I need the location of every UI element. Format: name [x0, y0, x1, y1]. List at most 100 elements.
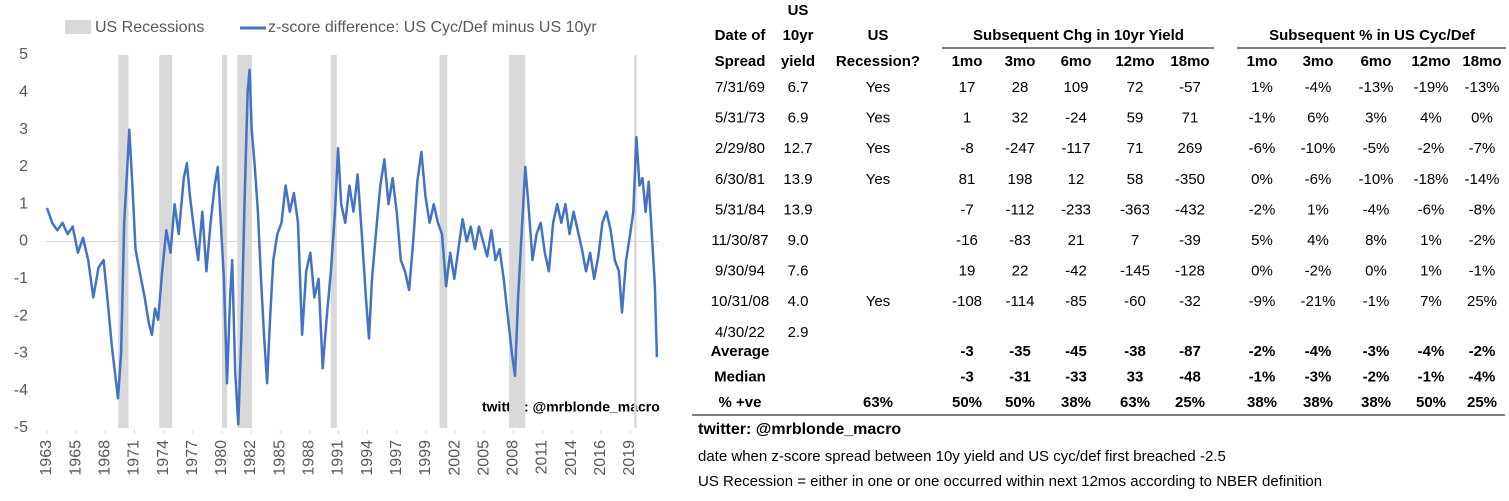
- table-cell: 5/31/84: [715, 201, 765, 218]
- subcolumn-header: 12mo: [1411, 53, 1450, 70]
- y-tick-label: -5: [14, 419, 28, 436]
- table-cell: Median: [714, 368, 766, 385]
- table-cell: 38%: [1303, 394, 1333, 411]
- table-cell: 71: [1127, 140, 1144, 157]
- table-cell: -10%: [1358, 171, 1393, 188]
- table-cell: -13%: [1464, 79, 1499, 96]
- table-cell: -83: [1009, 232, 1031, 249]
- x-tick-label: 2014: [563, 440, 580, 476]
- column-header: 10yr: [783, 27, 814, 44]
- x-tick-label: 2016: [592, 440, 609, 476]
- table-cell: 22: [1012, 263, 1029, 280]
- table-cell: 0%: [1471, 110, 1493, 127]
- subcolumn-header: 6mo: [1361, 53, 1392, 70]
- subcolumn-header: 1mo: [1247, 53, 1278, 70]
- group-header: Subsequent Chg in 10yr Yield: [973, 27, 1184, 44]
- table-cell: 4/30/22: [715, 324, 765, 341]
- column-header: Spread: [715, 53, 766, 70]
- table-cell: 50%: [952, 394, 982, 411]
- table-cell: 6.9: [788, 110, 809, 127]
- table-cell: 6%: [1307, 110, 1329, 127]
- table-cell: 0%: [1251, 171, 1273, 188]
- table-cell: -18%: [1413, 171, 1448, 188]
- table-cell: -7%: [1469, 140, 1496, 157]
- x-tick-label: 1994: [359, 440, 376, 476]
- group-header: Subsequent % in US Cyc/Def: [1269, 27, 1476, 44]
- x-tick-label: 1997: [388, 440, 405, 476]
- table-cell: Yes: [866, 79, 890, 96]
- y-tick-label: 3: [19, 121, 28, 138]
- x-tick-label: 1974: [155, 440, 172, 476]
- y-tick-label: 0: [19, 233, 28, 250]
- table-cell: 5/31/73: [715, 110, 765, 127]
- table-cell: 1%: [1251, 79, 1273, 96]
- table-cell: 13.9: [783, 201, 812, 218]
- table-cell: 2.9: [788, 324, 809, 341]
- legend-label: z-score difference: US Cyc/Def minus US …: [268, 19, 597, 36]
- table-cell: -363: [1120, 201, 1150, 218]
- table-cell: 12.7: [783, 140, 812, 157]
- table-cell: 269: [1177, 140, 1202, 157]
- x-tick-label: 1977: [184, 440, 201, 476]
- table-cell: Yes: [866, 171, 890, 188]
- table-cell: -14%: [1464, 171, 1499, 188]
- y-tick-label: 2: [19, 158, 28, 175]
- x-tick-label: 2002: [446, 440, 463, 476]
- table-cell: -85: [1065, 293, 1087, 310]
- table-cell: 4.0: [788, 293, 809, 310]
- table-cell: 1%: [1420, 263, 1442, 280]
- subcolumn-header: 3mo: [1303, 53, 1334, 70]
- table-cell: 11/30/87: [711, 232, 768, 249]
- table-cell: -233: [1061, 201, 1091, 218]
- table-cell: -33: [1065, 368, 1087, 385]
- table-cell: % +ve: [719, 394, 762, 411]
- table-cell: 9/30/94: [715, 263, 765, 280]
- table-cell: 7.6: [788, 263, 809, 280]
- table-cell: 72: [1127, 79, 1144, 96]
- table-cell: 0%: [1365, 263, 1387, 280]
- table-cell: -4%: [1363, 201, 1390, 218]
- table-cell: 5%: [1251, 232, 1273, 249]
- footer-note: US Recession = either in one or one occu…: [698, 473, 1322, 490]
- table-cell: 6.7: [788, 79, 809, 96]
- table-cell: -32: [1179, 293, 1201, 310]
- table-cell: 7: [1131, 232, 1139, 249]
- y-tick-label: 1: [19, 195, 28, 212]
- x-tick-label: 1971: [126, 440, 143, 476]
- subcolumn-header: 18mo: [1462, 53, 1501, 70]
- x-tick-label: 1968: [97, 440, 114, 476]
- table-cell: 17: [959, 79, 976, 96]
- table-cell: -108: [952, 293, 982, 310]
- table-cell: -6%: [1305, 171, 1332, 188]
- table-cell: -3%: [1363, 343, 1390, 360]
- table-cell: -2%: [1418, 140, 1445, 157]
- table-cell: -13%: [1358, 79, 1393, 96]
- table-cell: -2%: [1249, 201, 1276, 218]
- subcolumn-header: 3mo: [1005, 53, 1036, 70]
- table-cell: 25%: [1467, 293, 1497, 310]
- subcolumn-header: 12mo: [1115, 53, 1154, 70]
- table-cell: 38%: [1247, 394, 1277, 411]
- table-cell: -128: [1175, 263, 1205, 280]
- y-tick-label: 5: [19, 46, 28, 63]
- table-cell: -10%: [1300, 140, 1335, 157]
- table-cell: 50%: [1005, 394, 1035, 411]
- table-cell: -1%: [1418, 368, 1445, 385]
- table-cell: -145: [1120, 263, 1150, 280]
- table-cell: -2%: [1469, 343, 1496, 360]
- table-cell: -2%: [1469, 232, 1496, 249]
- table-cell: -48: [1179, 368, 1201, 385]
- table-cell: 7%: [1420, 293, 1442, 310]
- table-cell: -21%: [1300, 293, 1335, 310]
- footer-note: date when z-score spread between 10y yie…: [698, 448, 1226, 465]
- data-line: [45, 68, 659, 426]
- table-cell: -60: [1124, 293, 1146, 310]
- table-cell: Yes: [866, 140, 890, 157]
- table-cell: -6%: [1418, 201, 1445, 218]
- table-cell: 3%: [1365, 110, 1387, 127]
- x-tick-label: 2011: [534, 440, 551, 475]
- table-cell: 6/30/81: [715, 171, 765, 188]
- table-cell: 198: [1007, 171, 1032, 188]
- table-cell: 4%: [1420, 110, 1442, 127]
- table-cell: 4%: [1307, 232, 1329, 249]
